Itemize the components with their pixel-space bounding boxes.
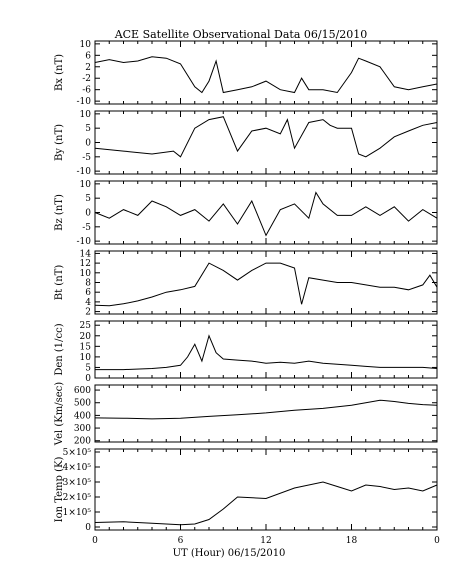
y-axis-label: By (nT) — [54, 124, 65, 161]
y-tick-label: 10 — [80, 269, 92, 279]
y-tick-label: 0 — [85, 523, 91, 533]
series-line — [95, 334, 438, 371]
y-tick-label: -5 — [82, 223, 91, 233]
y-tick-label: 10 — [80, 110, 92, 120]
x-tick-label: 18 — [346, 536, 358, 546]
series-line — [94, 481, 438, 526]
y-tick-label: 200 — [74, 437, 91, 447]
series-line — [94, 116, 438, 158]
y-tick-label: 6 — [85, 51, 91, 61]
panel-frame — [94, 40, 438, 105]
y-tick-label: 2 — [85, 308, 91, 318]
panel-1: 106 2-2 -6-10 Bx (nT) — [54, 40, 438, 107]
panel-frame — [94, 110, 438, 175]
y-tick-label: 300 — [74, 424, 91, 434]
x-tick-label: 0 — [92, 536, 98, 546]
y-tick-label: 6 — [85, 288, 91, 298]
y-tick-label: 600 — [74, 386, 91, 396]
y-axis-label: Ion Temp (K) — [54, 457, 65, 523]
x-tick-label: 12 — [260, 536, 271, 546]
y-tick-label: 0 — [85, 374, 91, 384]
series-line — [94, 56, 438, 94]
series-line — [94, 191, 438, 237]
series-line — [94, 262, 438, 307]
panel-2: 10 5 0 -5 -10 By (nT) — [54, 110, 438, 177]
panel-frame — [94, 250, 438, 315]
y-tick-label: 15 — [80, 342, 92, 352]
y-tick-label: 0 — [85, 209, 91, 219]
x-tick-label: 0 — [434, 536, 440, 546]
y-tick-label: -5 — [82, 153, 91, 163]
y-tick-label: -10 — [77, 237, 92, 247]
y-tick-label: 12 — [80, 259, 91, 269]
y-tick-label: 10 — [80, 40, 92, 50]
y-tick-label: -10 — [77, 97, 92, 107]
panel-6: 600 500 400 300 200 Vel (Km/sec) — [54, 382, 438, 447]
y-tick-label: -10 — [77, 167, 92, 177]
y-tick-label: 500 — [74, 399, 91, 409]
y-tick-label: 0 — [85, 139, 91, 149]
y-axis-label: Den (1/cc) — [54, 323, 65, 375]
panel-7: 5×10⁵ 4×10⁵ 3×10⁵ 2×10⁵ 1×10⁵ 0 Ion Temp (K) — [54, 448, 438, 533]
x-axis-label: UT (Hour) 06/15/2010 — [173, 548, 286, 559]
y-tick-label: 3×10⁵ — [63, 478, 92, 488]
y-tick-label: 2×10⁵ — [63, 493, 92, 503]
x-tick-label: 6 — [178, 536, 184, 546]
y-tick-label: 400 — [74, 411, 91, 421]
y-tick-label: 10 — [80, 180, 92, 190]
y-axis-label: Bx (nT) — [54, 54, 65, 91]
chart-title: ACE Satellite Observational Data 06/15/2… — [114, 28, 368, 41]
y-tick-label: -2 — [82, 74, 91, 84]
y-tick-label: 10 — [80, 353, 92, 363]
panel-3: 10 5 0 -5 -10 Bz (nT) — [54, 180, 438, 247]
y-tick-label: 4 — [85, 298, 91, 308]
y-tick-label: 20 — [80, 332, 92, 342]
y-tick-label: 25 — [80, 321, 92, 331]
panel-frame — [94, 320, 438, 379]
y-tick-label: 14 — [80, 249, 92, 259]
series-line — [94, 399, 438, 420]
panel-frame — [94, 448, 438, 531]
y-tick-label: 5 — [85, 363, 91, 373]
y-tick-label: 2 — [85, 63, 91, 73]
y-axis-label: Vel (Km/sec) — [54, 382, 65, 446]
y-tick-label: 4×10⁵ — [63, 463, 92, 473]
panel-frame — [94, 384, 438, 443]
y-axis-label: Bz (nT) — [54, 194, 65, 231]
y-tick-label: 8 — [85, 279, 91, 289]
y-tick-label: 5×10⁵ — [63, 448, 92, 458]
y-tick-label: 1×10⁵ — [63, 508, 92, 518]
y-axis-label: Bt (nT) — [54, 265, 65, 301]
y-tick-label: 5 — [85, 124, 91, 134]
y-tick-label: 5 — [85, 194, 91, 204]
y-tick-label: -6 — [82, 86, 91, 96]
